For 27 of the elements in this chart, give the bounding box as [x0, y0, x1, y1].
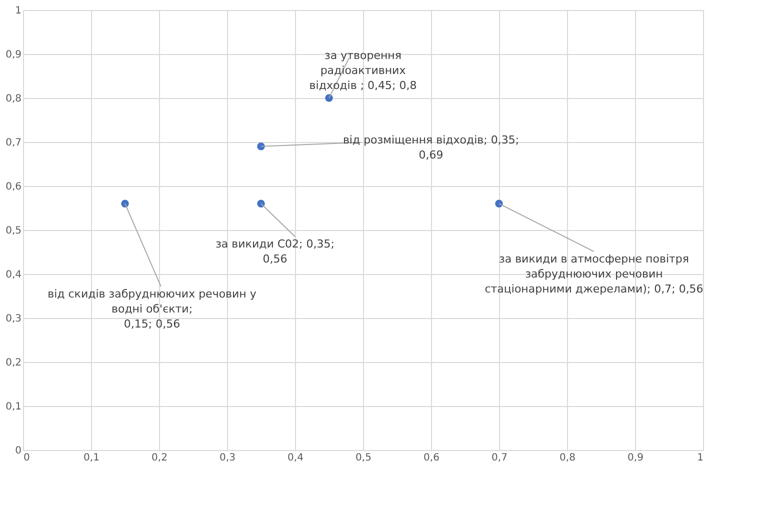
y-tick-label: 0,4: [6, 270, 22, 280]
x-tick-label: 0,8: [560, 452, 576, 464]
x-tick-label: 0,1: [84, 452, 100, 464]
annotation: за викиди С02; 0,35; 0,56: [216, 238, 334, 266]
annotation: за утворення радіоактивних відходів ; 0,45; 0,8: [309, 49, 417, 92]
x-tick-label: 0,7: [492, 452, 508, 464]
x-tick-label: 0,3: [220, 452, 236, 464]
annotation: від розміщення відходів; 0,35; 0,69: [342, 133, 520, 162]
y-tick-label: 1: [15, 6, 22, 16]
x-tick-label: 1: [697, 452, 704, 464]
y-tick-label: 0,7: [6, 138, 22, 148]
y-tick-label: 0,6: [6, 182, 22, 192]
x-tick-label: 0,5: [356, 452, 372, 464]
x-tick-label: 0: [24, 452, 30, 464]
annotation: за викиди в атмосферне повітря забруднюючих речовин стаціонарними джерелами); 0,7; 0,56: [484, 252, 704, 296]
x-tick-label: 0,9: [628, 452, 644, 464]
x-tick-label: 0,2: [152, 452, 168, 464]
y-tick-label: 0,2: [6, 358, 22, 368]
y-tick-label: 0,5: [6, 226, 22, 236]
x-tick-label: 0,6: [424, 452, 440, 464]
y-tick-label: 0: [15, 446, 22, 456]
y-tick-label: 0,3: [6, 314, 22, 324]
y-tick-label: 0,9: [6, 50, 22, 60]
y-tick-label: 0,8: [6, 94, 22, 104]
y-tick-label: 0,1: [6, 402, 22, 412]
annotation: від скидів забруднюючих речовин у водні об'єкти; 0,15; 0,56: [48, 288, 257, 331]
x-tick-label: 0,4: [288, 452, 304, 464]
